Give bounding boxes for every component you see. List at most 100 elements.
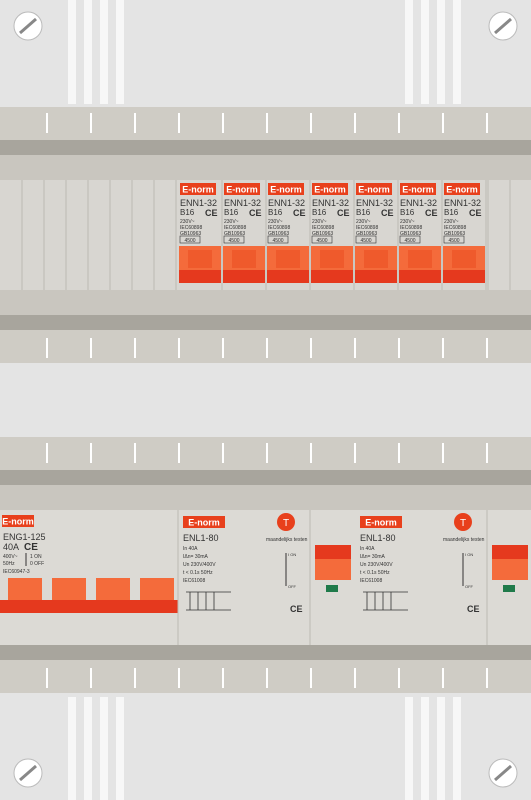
label: ENN1-32 — [400, 198, 437, 208]
label: ENN1-32 — [180, 198, 217, 208]
label: E-norm — [314, 185, 346, 195]
label: CE — [337, 208, 350, 218]
label: OFF — [288, 584, 297, 589]
rail-band — [0, 315, 531, 330]
label: 4500 — [404, 238, 415, 244]
handle — [320, 250, 344, 268]
label: ENL1-80 — [183, 533, 219, 543]
label: CE — [469, 208, 482, 218]
label: 400V~ — [3, 554, 18, 560]
label: 4500 — [184, 238, 195, 244]
label: IEC60947-3 — [3, 569, 30, 575]
label: 4500 — [228, 238, 239, 244]
label: ENG1-125 — [3, 532, 46, 542]
label: E-norm — [365, 518, 397, 528]
rcd-indicator — [326, 585, 338, 592]
label: IEC60898 — [400, 225, 422, 231]
brand-badge — [312, 183, 348, 195]
label: E-norm — [2, 517, 34, 527]
rail-band — [0, 660, 531, 693]
label: T — [460, 518, 466, 529]
rail-band — [0, 330, 531, 363]
capacity-box — [267, 235, 289, 244]
label: E-norm — [402, 185, 434, 195]
device-bed — [0, 510, 531, 645]
label: t < 0.1s 50Hz — [183, 570, 213, 576]
label: 40A — [3, 542, 19, 552]
test-button — [277, 513, 295, 531]
brand-badge — [268, 183, 304, 195]
label: OFF — [465, 584, 474, 589]
label: CE — [467, 604, 480, 614]
capacity-box — [399, 235, 421, 244]
capacity-box — [223, 235, 245, 244]
rail-band — [0, 155, 531, 180]
label: IEC60898 — [268, 225, 290, 231]
label: In 40A — [183, 546, 198, 552]
label: ENN1-32 — [356, 198, 393, 208]
label: E-norm — [446, 185, 478, 195]
label: IEC60898 — [312, 225, 334, 231]
label: 1 ON — [30, 554, 42, 560]
rail-band — [0, 470, 531, 485]
handle-strip — [443, 270, 485, 283]
label: B16 — [224, 208, 239, 217]
label: IEC60898 — [180, 225, 202, 231]
rail-band — [0, 645, 531, 660]
label: IEC61008 — [360, 578, 382, 584]
label: 230V~ — [224, 219, 239, 225]
label: E-norm — [188, 518, 220, 528]
circuit-diagram — [363, 591, 408, 611]
rail-band — [0, 290, 531, 315]
label: GB10963 — [268, 231, 289, 237]
label: CE — [290, 604, 303, 614]
handle-strip — [355, 270, 397, 283]
label: Un 230V/400V — [183, 562, 216, 568]
label: IEC61008 — [183, 578, 205, 584]
label: CE — [249, 208, 262, 218]
label: GB10963 — [224, 231, 245, 237]
capacity-box — [311, 235, 333, 244]
handle — [276, 250, 300, 268]
handle-strip — [179, 270, 221, 283]
label: Un 230V/400V — [360, 562, 393, 568]
brand-badge — [356, 183, 392, 195]
rail-band — [0, 437, 531, 470]
brand-badge — [180, 183, 216, 195]
label: 230V~ — [180, 219, 195, 225]
rail-band — [0, 140, 531, 155]
label: I ON — [465, 552, 473, 557]
label: B16 — [268, 208, 283, 217]
label: B16 — [312, 208, 327, 217]
label: 4500 — [360, 238, 371, 244]
top-vents — [68, 0, 461, 104]
screws — [13, 11, 518, 788]
label: ENN1-32 — [312, 198, 349, 208]
brand-badge — [444, 183, 480, 195]
label: B16 — [444, 208, 459, 217]
handle-strip — [267, 270, 309, 283]
label: GB10963 — [400, 231, 421, 237]
label: 230V~ — [356, 219, 371, 225]
brand-badge — [183, 516, 225, 528]
label: 230V~ — [268, 219, 283, 225]
label: ENL1-80 — [360, 533, 396, 543]
pole-strip — [0, 600, 178, 613]
label: 230V~ — [312, 219, 327, 225]
test-button — [454, 513, 472, 531]
label: E-norm — [270, 185, 302, 195]
brand-badge — [2, 515, 34, 527]
label: I ON — [288, 552, 296, 557]
label: IEC60898 — [224, 225, 246, 231]
label: GB10963 — [356, 231, 377, 237]
brand-badge — [360, 516, 402, 528]
circuit-diagram — [186, 591, 231, 611]
handle-strip — [399, 270, 441, 283]
rail-band — [0, 107, 531, 140]
handle — [408, 250, 432, 268]
handle — [188, 250, 212, 268]
label: 4500 — [448, 238, 459, 244]
label: CE — [425, 208, 438, 218]
label: 4500 — [316, 238, 327, 244]
label: IEC60898 — [444, 225, 466, 231]
